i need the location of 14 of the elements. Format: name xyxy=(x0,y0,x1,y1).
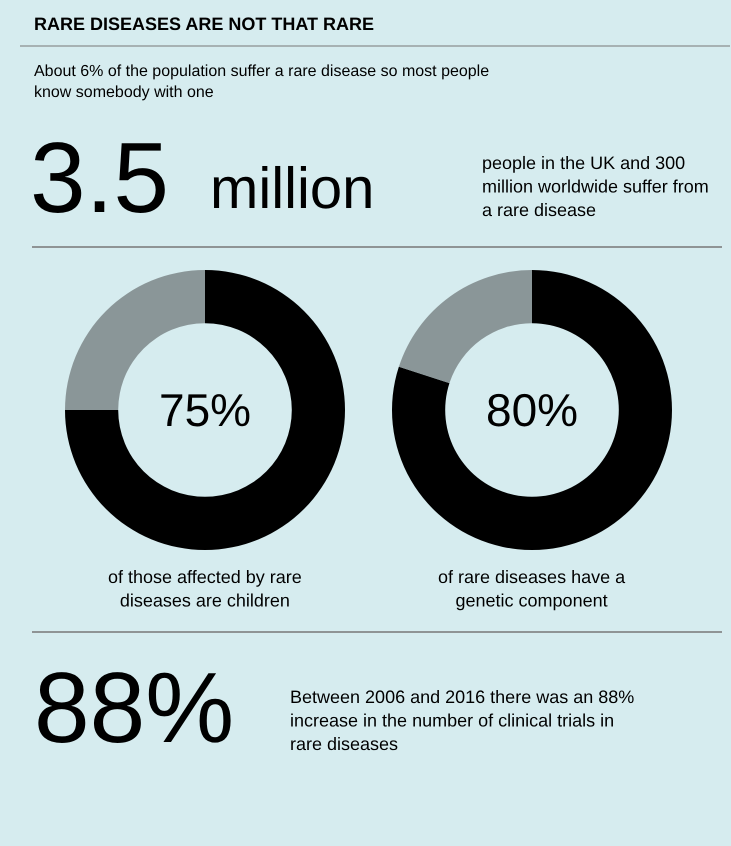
text: About 6% of the population suffer a rare disease so most people know somebody with one xyxy=(34,63,490,101)
text: of rare diseases have a genetic component xyxy=(438,567,626,610)
text: 3.5 xyxy=(30,122,170,234)
text: of those affected by rare diseases are children xyxy=(108,567,302,610)
donut-slice xyxy=(392,270,672,550)
text: Between 2006 and 2016 there was an 88% increase in the number of clinical trials in rare diseases xyxy=(290,687,634,754)
data-label: 80% xyxy=(486,384,578,436)
text: people in the UK and 300 million worldwide suffer from a rare disease xyxy=(482,153,709,220)
data-label: 75% xyxy=(159,384,252,436)
text: million xyxy=(210,156,374,221)
donut-slice xyxy=(398,270,532,384)
text: RARE DISEASES ARE NOT THAT RARE xyxy=(34,14,374,34)
donut-slice xyxy=(65,270,345,550)
text: 88% xyxy=(34,652,234,764)
